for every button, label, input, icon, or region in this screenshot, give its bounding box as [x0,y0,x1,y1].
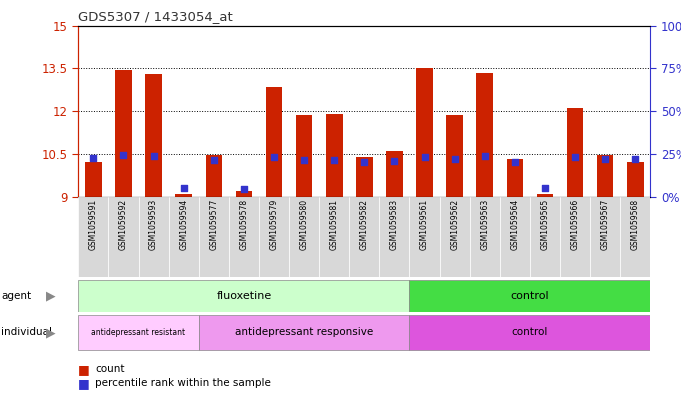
Text: individual: individual [1,327,52,338]
Bar [590,196,620,277]
Text: GSM1059582: GSM1059582 [360,199,369,250]
Point [329,157,340,163]
Bar [356,156,373,196]
Bar [108,196,138,277]
Point [208,157,219,163]
Bar [409,315,650,350]
Bar [537,194,553,196]
Point [118,152,129,158]
Bar [326,114,343,196]
Bar [78,196,108,277]
Text: GSM1059563: GSM1059563 [480,199,489,250]
Text: fluoxetine: fluoxetine [217,291,272,301]
Point [479,152,490,159]
Bar [349,196,379,277]
Text: ■: ■ [78,376,90,390]
Bar [500,196,530,277]
Point [509,159,520,165]
Text: GDS5307 / 1433054_at: GDS5307 / 1433054_at [78,10,233,23]
Text: GSM1059567: GSM1059567 [601,199,609,250]
Point [389,158,400,164]
Bar [169,196,199,277]
Text: GSM1059564: GSM1059564 [510,199,520,250]
Bar [530,196,560,277]
Bar [567,108,584,196]
Point [419,154,430,160]
Bar [446,115,463,196]
Bar [115,70,131,196]
Bar [138,196,169,277]
Text: GSM1059580: GSM1059580 [300,199,308,250]
Bar [386,151,402,196]
Bar [597,155,614,196]
Text: ▶: ▶ [46,326,55,339]
Text: GSM1059591: GSM1059591 [89,199,98,250]
Bar [409,280,650,312]
Text: ▶: ▶ [46,289,55,302]
Text: GSM1059562: GSM1059562 [450,199,459,250]
Point [299,157,310,163]
Text: GSM1059594: GSM1059594 [179,199,188,250]
Bar [199,196,229,277]
Point [88,155,99,161]
Bar [85,162,101,196]
Bar [236,191,252,196]
Bar [416,68,433,196]
Bar [620,196,650,277]
Bar [259,196,289,277]
Text: GSM1059566: GSM1059566 [571,199,580,250]
Bar [289,196,319,277]
Point [630,156,641,162]
Text: GSM1059592: GSM1059592 [119,199,128,250]
Text: ■: ■ [78,363,90,376]
Text: control: control [511,291,550,301]
Bar [409,196,440,277]
Bar [145,74,162,196]
Bar [379,196,409,277]
Text: percentile rank within the sample: percentile rank within the sample [95,378,271,388]
Bar [319,196,349,277]
Bar [229,196,259,277]
Point [600,156,611,163]
Point [539,185,550,191]
Point [148,153,159,159]
Point [359,159,370,165]
Text: GSM1059565: GSM1059565 [541,199,550,250]
Text: GSM1059561: GSM1059561 [420,199,429,250]
Bar [206,155,222,196]
Point [178,185,189,191]
Bar [296,115,313,196]
Bar [78,315,199,350]
Bar [199,315,409,350]
Point [569,154,580,161]
Text: agent: agent [1,290,31,301]
Bar [266,87,283,196]
Text: GSM1059579: GSM1059579 [270,199,279,250]
Text: GSM1059583: GSM1059583 [390,199,399,250]
Bar [78,280,409,312]
Text: GSM1059578: GSM1059578 [240,199,249,250]
Text: control: control [511,327,548,338]
Bar [477,73,493,196]
Bar [176,194,192,196]
Bar [440,196,470,277]
Text: GSM1059568: GSM1059568 [631,199,640,250]
Text: antidepressant resistant: antidepressant resistant [91,328,186,337]
Text: GSM1059577: GSM1059577 [209,199,219,250]
Point [238,186,249,193]
Point [268,153,279,160]
Text: GSM1059593: GSM1059593 [149,199,158,250]
Point [449,156,460,163]
Bar [627,162,644,196]
Bar [560,196,590,277]
Bar [470,196,500,277]
Bar [507,160,523,196]
Text: GSM1059581: GSM1059581 [330,199,338,250]
Text: antidepressant responsive: antidepressant responsive [235,327,373,338]
Text: count: count [95,364,125,375]
